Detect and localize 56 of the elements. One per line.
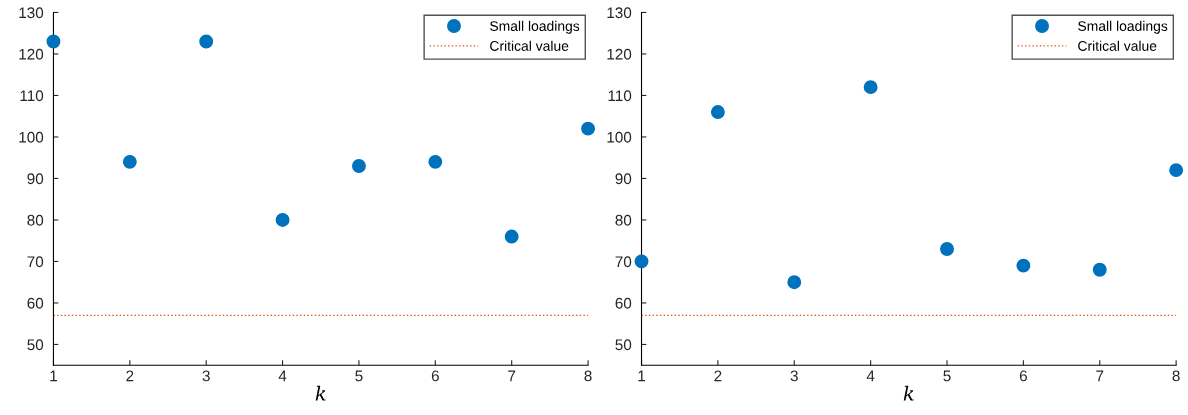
y-tick-label: 60 bbox=[615, 297, 632, 309]
x-tick-label: 8 bbox=[1172, 370, 1180, 382]
point bbox=[581, 121, 596, 136]
x-axis-title: k bbox=[315, 385, 326, 401]
y-tick-label: 50 bbox=[615, 339, 632, 351]
x-tick-label: 3 bbox=[790, 370, 798, 382]
y-tick-label: 90 bbox=[27, 173, 44, 185]
y-tick-label: 80 bbox=[615, 214, 632, 226]
point bbox=[1092, 262, 1107, 277]
x-tick-label: 1 bbox=[50, 370, 57, 382]
point bbox=[1169, 163, 1184, 178]
x-tick-label: 8 bbox=[584, 370, 592, 382]
point bbox=[352, 159, 366, 173]
x-tick-label: 7 bbox=[508, 370, 516, 382]
point bbox=[787, 275, 802, 290]
legend-label: Critical value bbox=[1078, 40, 1157, 51]
x-tick-label: 6 bbox=[431, 370, 439, 382]
x-axis-title: k bbox=[903, 385, 914, 401]
point bbox=[504, 229, 519, 244]
y-tick-label: 120 bbox=[19, 48, 44, 60]
legend-label: Critical value bbox=[490, 40, 569, 51]
y-tick-label: 110 bbox=[608, 90, 632, 102]
x-tick-label: 5 bbox=[355, 370, 363, 382]
y-tick-label: 70 bbox=[615, 256, 632, 268]
y-tick-label: 130 bbox=[19, 7, 44, 19]
x-tick-label: 4 bbox=[866, 370, 875, 382]
y-tick-label: 100 bbox=[19, 131, 44, 143]
x-tick-label: 4 bbox=[278, 370, 287, 382]
x-tick-label: 5 bbox=[943, 370, 951, 382]
y-tick-label: 120 bbox=[607, 48, 632, 60]
legend-label: Small loadings bbox=[490, 20, 580, 34]
point bbox=[275, 213, 290, 227]
x-tick-label: 2 bbox=[126, 370, 134, 382]
x-tick-label: 3 bbox=[202, 370, 210, 382]
x-tick-label: 6 bbox=[1019, 370, 1027, 382]
point bbox=[1016, 258, 1031, 273]
point bbox=[199, 34, 214, 49]
y-tick-label: 100 bbox=[607, 131, 632, 143]
y-tick-label: 90 bbox=[615, 173, 632, 185]
y-tick-label: 50 bbox=[27, 339, 44, 351]
x-tick-label: 7 bbox=[1096, 370, 1104, 382]
point bbox=[863, 80, 878, 95]
point bbox=[634, 254, 649, 269]
point bbox=[428, 154, 443, 169]
legend-label: Small loadings bbox=[1078, 20, 1168, 34]
y-tick-label: 130 bbox=[607, 7, 632, 19]
y-tick-label: 110 bbox=[20, 90, 44, 102]
y-tick-label: 70 bbox=[27, 256, 44, 268]
y-tick-label: 80 bbox=[27, 214, 44, 226]
x-tick-label: 2 bbox=[714, 370, 722, 382]
point bbox=[710, 105, 725, 119]
point bbox=[122, 154, 137, 169]
point bbox=[46, 34, 61, 49]
x-tick-label: 1 bbox=[638, 370, 646, 382]
y-tick-label: 60 bbox=[27, 297, 44, 309]
point bbox=[940, 242, 954, 256]
